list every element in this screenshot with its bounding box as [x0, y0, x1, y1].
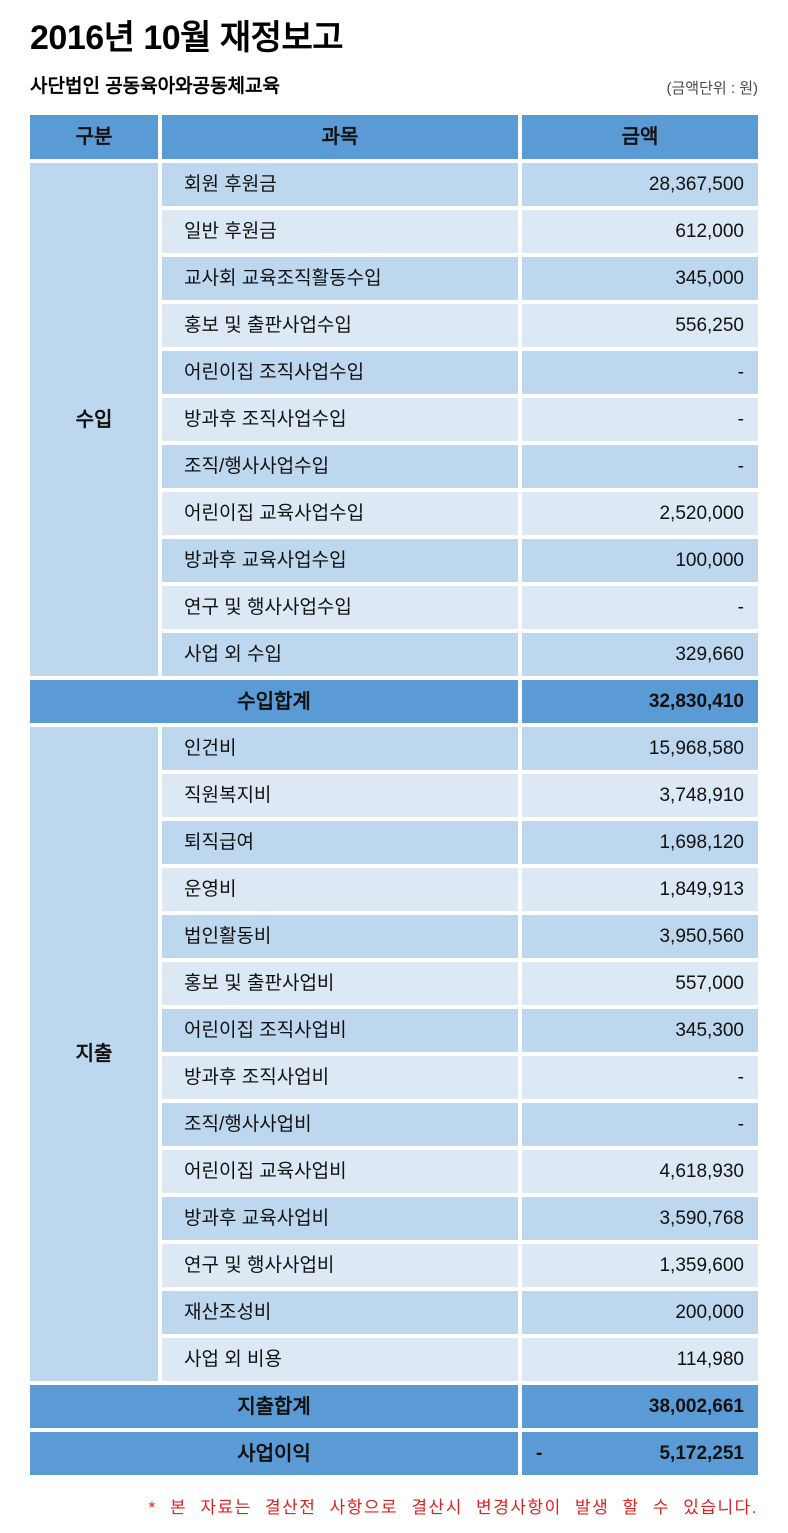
income-row-amount: -: [522, 398, 758, 441]
profit-label: 사업이익: [30, 1432, 518, 1475]
income-row-label: 회원 후원금: [162, 163, 518, 206]
expense-row-amount: 1,698,120: [522, 821, 758, 864]
expense-row-amount: 3,748,910: [522, 774, 758, 817]
expense-row-label: 사업 외 비용: [162, 1338, 518, 1381]
column-header-category: 구분: [30, 115, 158, 159]
expense-row-label: 직원복지비: [162, 774, 518, 817]
income-row-label: 일반 후원금: [162, 210, 518, 253]
subtitle-row: 사단법인 공동육아와공동체교육 (금액단위 : 원): [30, 71, 758, 98]
expense-row-label: 방과후 교육사업비: [162, 1197, 518, 1240]
profit-negative-sign: -: [536, 1443, 543, 1464]
expense-row-label: 어린이집 조직사업비: [162, 1009, 518, 1052]
income-row-amount: 100,000: [522, 539, 758, 582]
expense-total-amount: 38,002,661: [522, 1385, 758, 1428]
expense-row-amount: 345,300: [522, 1009, 758, 1052]
profit-amount: - 5,172,251: [522, 1432, 758, 1475]
income-row-amount: -: [522, 351, 758, 394]
income-row-amount: -: [522, 586, 758, 629]
expense-row-amount: 3,590,768: [522, 1197, 758, 1240]
income-row-label: 교사회 교육조직활동수입: [162, 257, 518, 300]
expense-row-label: 방과후 조직사업비: [162, 1056, 518, 1099]
profit-value: 5,172,251: [659, 1443, 744, 1464]
expense-row-amount: 1,849,913: [522, 868, 758, 911]
expense-row-label: 인건비: [162, 727, 518, 770]
expense-row-amount: -: [522, 1103, 758, 1146]
column-header-amount: 금액: [522, 115, 758, 159]
expense-row-amount: 1,359,600: [522, 1244, 758, 1287]
expense-row-amount: 15,968,580: [522, 727, 758, 770]
income-row-label: 어린이집 조직사업수입: [162, 351, 518, 394]
income-row-amount: 612,000: [522, 210, 758, 253]
income-row-label: 방과후 교육사업수입: [162, 539, 518, 582]
income-row-amount: 2,520,000: [522, 492, 758, 535]
income-row-amount: 329,660: [522, 633, 758, 676]
income-row-amount: -: [522, 445, 758, 488]
expense-row-amount: 200,000: [522, 1291, 758, 1334]
column-header-item: 과목: [162, 115, 518, 159]
expense-total-label: 지출합계: [30, 1385, 518, 1428]
expense-row-amount: 114,980: [522, 1338, 758, 1381]
income-row-amount: 345,000: [522, 257, 758, 300]
expense-row-label: 조직/행사사업비: [162, 1103, 518, 1146]
expense-row-label: 운영비: [162, 868, 518, 911]
income-row-label: 홍보 및 출판사업수입: [162, 304, 518, 347]
income-row-label: 방과후 조직사업수입: [162, 398, 518, 441]
income-row-amount: 556,250: [522, 304, 758, 347]
expense-row-label: 연구 및 행사사업비: [162, 1244, 518, 1287]
income-total-amount: 32,830,410: [522, 680, 758, 723]
income-row-amount: 28,367,500: [522, 163, 758, 206]
expense-row-label: 법인활동비: [162, 915, 518, 958]
income-row-label: 어린이집 교육사업수입: [162, 492, 518, 535]
currency-unit-note: (금액단위 : 원): [666, 80, 759, 97]
income-total-label: 수입합계: [30, 680, 518, 723]
expense-row-label: 홍보 및 출판사업비: [162, 962, 518, 1005]
expense-row-amount: 557,000: [522, 962, 758, 1005]
expense-row-label: 퇴직급여: [162, 821, 518, 864]
expense-row-label: 재산조성비: [162, 1291, 518, 1334]
group-cell-expense: 지출: [30, 727, 158, 1381]
expense-row-label: 어린이집 교육사업비: [162, 1150, 518, 1193]
organization-name: 사단법인 공동육아와공동체교육: [30, 76, 280, 97]
expense-row-amount: 4,618,930: [522, 1150, 758, 1193]
expense-row-amount: -: [522, 1056, 758, 1099]
page-title: 2016년 10월 재정보고: [30, 19, 344, 57]
finance-table: 구분 과목 금액 수입 회원 후원금 28,367,500 일반 후원금 612,000…: [30, 115, 758, 1475]
footnote: * 본 자료는 결산전 사항으로 결산시 변경사항이 발생 할 수 있습니다.: [148, 1498, 758, 1517]
income-row-label: 사업 외 수입: [162, 633, 518, 676]
income-row-label: 연구 및 행사사업수입: [162, 586, 518, 629]
expense-row-amount: 3,950,560: [522, 915, 758, 958]
income-row-label: 조직/행사사업수입: [162, 445, 518, 488]
group-cell-income: 수입: [30, 163, 158, 676]
